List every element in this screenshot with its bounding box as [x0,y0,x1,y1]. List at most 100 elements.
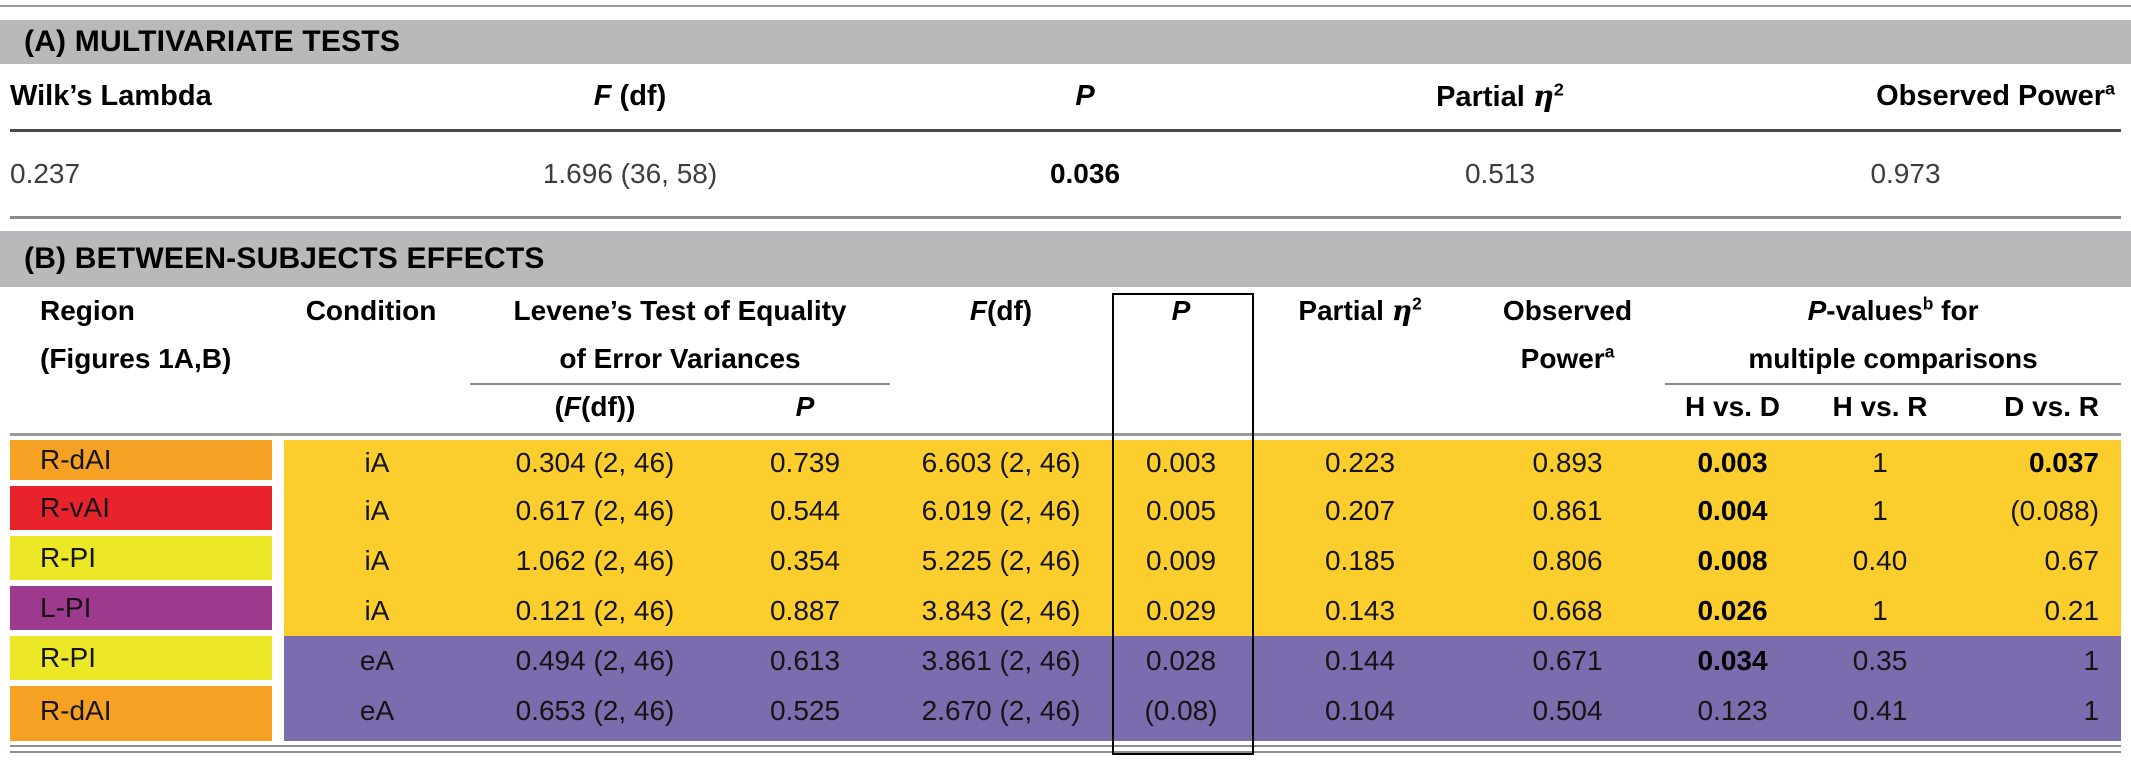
between-subjects-header-row-2: (F(df)) P H vs. D H vs. R D vs. R [10,385,2122,436]
value-cell-observed-power: 0.806 [1470,536,1666,586]
value-cell-h-vs-d: 0.026 [1665,586,1801,636]
header-condition: Condition [305,295,437,326]
value-cell-h-vs-r: 1 [1800,436,1961,486]
multivariate-tests-table: Wilk’s Lambda F (df) P Partial η2 Observ… [10,64,2121,219]
table-row: R-dAI iA 0.304 (2, 46) 0.739 6.603 (2, 46) 0.… [10,436,2122,486]
value-cell-f-df: 3.861 (2, 46) [890,636,1113,686]
value-cell-h-vs-d: 0.034 [1665,636,1801,686]
value-cell-p: (0.08) [1112,686,1251,741]
condition-cell: iA [272,536,470,586]
value-cell-f-df: 2.670 (2, 46) [890,686,1113,741]
value-wilks-lambda: 0.237 [10,132,400,219]
multivariate-header-row: Wilk’s Lambda F (df) P Partial η2 Observ… [10,64,2121,132]
section-b-title: (B) BETWEEN-SUBJECTS EFFECTS [24,242,545,275]
header-observed-power: Observed Powera [1502,295,1633,374]
value-cell-f-df: 6.603 (2, 46) [890,436,1113,486]
section-a-title: (A) MULTIVARIATE TESTS [24,25,401,58]
value-cell-levene-p: 0.544 [720,486,891,536]
value-cell-partial-eta: 0.144 [1250,636,1471,686]
value-cell-h-vs-r: 0.41 [1800,686,1961,741]
subheader-h-vs-r: H vs. R [1800,385,1961,436]
value-cell-h-vs-r: 0.35 [1800,636,1961,686]
region-label: R-vAI [10,486,272,536]
value-cell-levene-p: 0.525 [720,686,891,741]
value-cell-observed-power: 0.504 [1470,686,1666,741]
between-subjects-body: R-dAI iA 0.304 (2, 46) 0.739 6.603 (2, 46) 0.… [10,436,2122,741]
subheader-levene-p: P [720,385,891,436]
header-p: P [1171,295,1191,326]
value-cell-d-vs-r: 0.67 [1960,536,2122,586]
condition-cell: iA [272,486,470,536]
value-cell-levene-f: 0.121 (2, 46) [470,586,720,636]
value-observed-power: 0.973 [1690,132,2121,219]
value-cell-observed-power: 0.671 [1470,636,1666,686]
condition-cell: iA [272,586,470,636]
value-cell-partial-eta: 0.104 [1250,686,1471,741]
region-label: R-dAI [10,436,272,486]
header-empty-p [1112,385,1251,436]
value-cell-observed-power: 0.668 [1470,586,1666,636]
value-cell-f-df: 6.019 (2, 46) [890,486,1113,536]
value-cell-h-vs-d: 0.004 [1665,486,1801,536]
table-row: R-dAI eA 0.653 (2, 46) 0.525 2.670 (2, 46) (0… [10,686,2122,741]
region-label: R-dAI [10,686,272,741]
value-cell-partial-eta: 0.207 [1250,486,1471,536]
value-cell-d-vs-r: 0.037 [1960,436,2122,486]
value-cell-levene-f: 0.653 (2, 46) [470,686,720,741]
between-subjects-table: Region (Figures 1A,B) Condition Levene’s… [10,287,2122,741]
value-f-df: 1.696 (36, 58) [400,132,860,219]
value-cell-levene-f: 0.494 (2, 46) [470,636,720,686]
region-label: R-PI [10,536,272,586]
section-b-title-bar: (B) BETWEEN-SUBJECTS EFFECTS [0,231,2131,287]
between-subjects-header-row-1: Region (Figures 1A,B) Condition Levene’s… [10,287,2122,385]
subheader-d-vs-r: D vs. R [1960,385,2122,436]
value-cell-f-df: 5.225 (2, 46) [890,536,1113,586]
value-cell-levene-p: 0.739 [720,436,891,486]
header-empty-eta [1250,385,1471,436]
header-empty-power [1470,385,1666,436]
condition-cell: iA [272,436,470,486]
value-cell-h-vs-r: 1 [1800,486,1961,536]
value-cell-p: 0.005 [1112,486,1251,536]
table-row: R-vAI iA 0.617 (2, 46) 0.544 6.019 (2, 46) 0.… [10,486,2122,536]
value-cell-p: 0.009 [1112,536,1251,586]
header-empty-condition [272,385,470,436]
value-cell-h-vs-d: 0.003 [1665,436,1801,486]
section-a-title-bar: (A) MULTIVARIATE TESTS [0,20,2131,64]
header-partial-eta: Partial η2 [1298,293,1422,327]
condition-cell: eA [272,686,470,741]
table-row: R-PI iA 1.062 (2, 46) 0.354 5.225 (2, 46) 0.0… [10,536,2122,586]
value-cell-levene-f: 1.062 (2, 46) [470,536,720,586]
value-cell-levene-f: 0.304 (2, 46) [470,436,720,486]
table-row: L-PI iA 0.121 (2, 46) 0.887 3.843 (2, 46) 0.0… [10,586,2122,636]
header-empty-region [10,385,272,436]
value-cell-observed-power: 0.861 [1470,486,1666,536]
value-partial-eta: 0.513 [1310,132,1690,219]
value-cell-levene-p: 0.887 [720,586,891,636]
value-cell-d-vs-r: 1 [1960,636,2122,686]
bottom-rule [10,745,2121,753]
header-partial-eta: Partial η2 [1310,64,1690,132]
section-gap [0,219,2131,231]
condition-cell: eA [272,636,470,686]
multivariate-data-row: 0.237 1.696 (36, 58) 0.036 0.513 0.973 [10,132,2121,219]
value-cell-p: 0.028 [1112,636,1251,686]
value-cell-h-vs-d: 0.008 [1665,536,1801,586]
value-cell-partial-eta: 0.223 [1250,436,1471,486]
header-wilks-lambda: Wilk’s Lambda [10,64,400,132]
header-pvalues-comparisons: P-valuesb for multiple comparisons [1665,287,2122,385]
value-cell-f-df: 3.843 (2, 46) [890,586,1113,636]
region-label: L-PI [10,586,272,636]
value-cell-h-vs-r: 1 [1800,586,1961,636]
header-f-df: F(df) [969,295,1033,326]
value-cell-levene-p: 0.354 [720,536,891,586]
value-cell-levene-p: 0.613 [720,636,891,686]
value-p: 0.036 [860,132,1310,219]
subheader-h-vs-d: H vs. D [1665,385,1801,436]
value-cell-levene-f: 0.617 (2, 46) [470,486,720,536]
subheader-levene-f: (F(df)) [470,385,720,436]
header-levene-test: Levene’s Test of Equality of Error Varia… [470,287,891,385]
value-cell-partial-eta: 0.143 [1250,586,1471,636]
value-cell-partial-eta: 0.185 [1250,536,1471,586]
